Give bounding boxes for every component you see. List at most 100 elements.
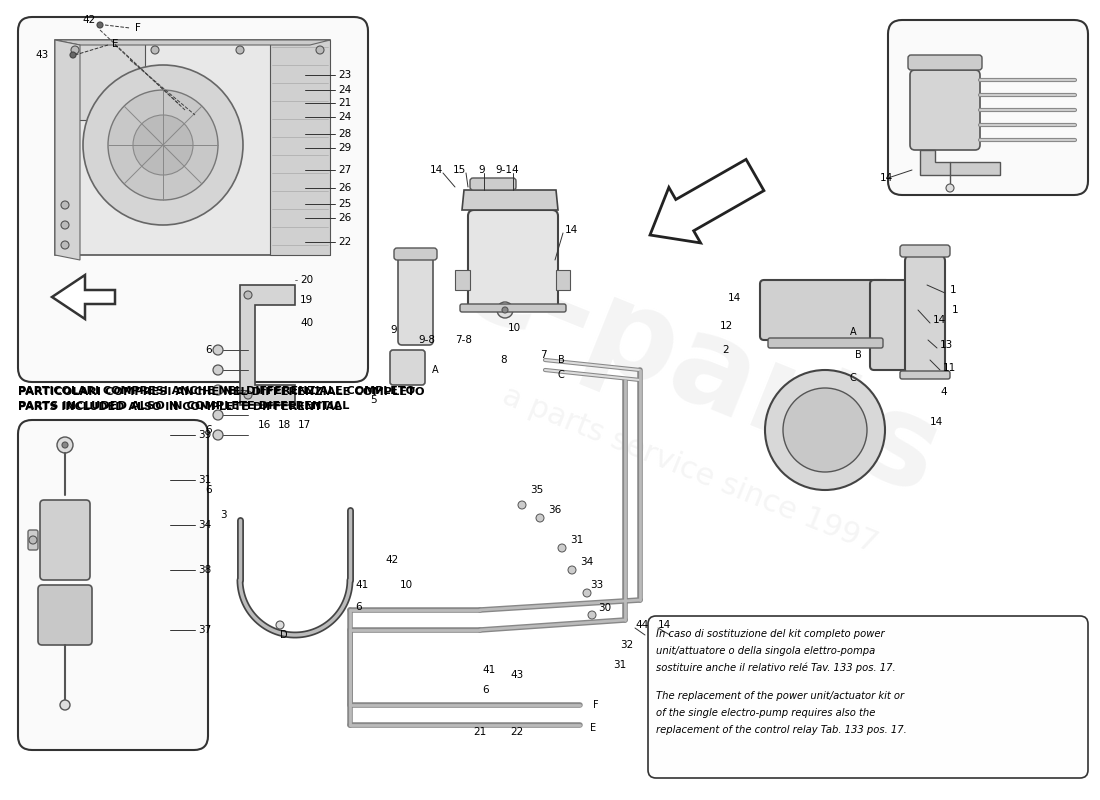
FancyBboxPatch shape: [648, 616, 1088, 778]
Text: 34: 34: [198, 520, 211, 530]
Circle shape: [72, 46, 79, 54]
FancyBboxPatch shape: [900, 371, 950, 379]
Circle shape: [764, 370, 886, 490]
Text: A: A: [432, 365, 439, 375]
Text: 10: 10: [508, 323, 521, 333]
Text: B: B: [855, 350, 861, 360]
Text: 15: 15: [453, 165, 466, 175]
Circle shape: [133, 115, 192, 175]
Polygon shape: [455, 270, 470, 290]
Polygon shape: [55, 40, 145, 120]
Text: 16: 16: [258, 420, 272, 430]
Circle shape: [60, 241, 69, 249]
Text: 4: 4: [940, 387, 947, 397]
Text: 17: 17: [298, 420, 311, 430]
Text: 41: 41: [482, 665, 495, 675]
Text: 14: 14: [565, 225, 579, 235]
Text: 30: 30: [598, 603, 612, 613]
Circle shape: [213, 385, 223, 395]
Text: 42: 42: [385, 555, 398, 565]
Text: 29: 29: [338, 143, 351, 153]
Circle shape: [518, 501, 526, 509]
Text: 26: 26: [338, 213, 351, 223]
Text: 22: 22: [338, 237, 351, 247]
Circle shape: [62, 442, 68, 448]
Text: 37: 37: [198, 625, 211, 635]
Text: 31: 31: [198, 475, 211, 485]
FancyBboxPatch shape: [394, 248, 437, 260]
Polygon shape: [55, 40, 330, 45]
Text: 6: 6: [205, 345, 211, 355]
Text: 20: 20: [300, 275, 313, 285]
Text: 35: 35: [530, 485, 543, 495]
Text: of the single electro-pump requires also the: of the single electro-pump requires also…: [656, 708, 876, 718]
Text: C: C: [558, 370, 564, 380]
Polygon shape: [270, 40, 330, 255]
Text: 9-8: 9-8: [418, 335, 434, 345]
Circle shape: [276, 621, 284, 629]
Text: E: E: [590, 723, 596, 733]
Text: A: A: [850, 327, 857, 337]
Text: 34: 34: [580, 557, 593, 567]
Polygon shape: [556, 270, 570, 290]
Polygon shape: [462, 190, 558, 210]
Polygon shape: [55, 40, 330, 255]
Text: 31: 31: [570, 535, 583, 545]
FancyBboxPatch shape: [390, 350, 425, 385]
Circle shape: [213, 365, 223, 375]
Text: 1: 1: [952, 305, 958, 315]
Text: 7: 7: [540, 350, 547, 360]
Circle shape: [502, 307, 508, 313]
Text: 31: 31: [613, 660, 626, 670]
Text: 6: 6: [355, 602, 362, 612]
FancyBboxPatch shape: [470, 178, 516, 190]
Text: 38: 38: [198, 565, 211, 575]
Text: 14: 14: [728, 293, 741, 303]
FancyBboxPatch shape: [398, 255, 433, 345]
Text: 33: 33: [590, 580, 603, 590]
Circle shape: [536, 514, 544, 522]
Text: The replacement of the power unit/actuator kit or: The replacement of the power unit/actuat…: [656, 691, 904, 701]
Circle shape: [568, 566, 576, 574]
Polygon shape: [920, 150, 1000, 175]
Text: 24: 24: [338, 112, 351, 122]
Circle shape: [244, 391, 252, 399]
Text: In caso di sostituzione del kit completo power: In caso di sostituzione del kit completo…: [656, 629, 884, 639]
Text: sostituire anche il relativo relé Tav. 133 pos. 17.: sostituire anche il relativo relé Tav. 1…: [656, 662, 895, 674]
Circle shape: [316, 46, 324, 54]
Circle shape: [29, 536, 37, 544]
Text: 9: 9: [478, 165, 485, 175]
Text: 14: 14: [430, 165, 443, 175]
Text: unit/attuatore o della singola elettro-pompa: unit/attuatore o della singola elettro-p…: [656, 646, 876, 656]
Text: E: E: [112, 39, 119, 49]
Polygon shape: [650, 159, 763, 243]
Text: a parts service since 1997: a parts service since 1997: [498, 381, 882, 559]
Text: 19: 19: [300, 295, 313, 305]
Polygon shape: [55, 40, 80, 260]
Circle shape: [588, 611, 596, 619]
Text: 43: 43: [510, 670, 524, 680]
Text: 14: 14: [880, 173, 893, 183]
Text: C: C: [850, 373, 857, 383]
FancyBboxPatch shape: [18, 17, 369, 382]
Text: D: D: [280, 630, 287, 640]
Text: 6: 6: [205, 425, 211, 435]
Text: 2: 2: [722, 345, 728, 355]
Circle shape: [946, 184, 954, 192]
Text: F: F: [135, 23, 141, 33]
FancyBboxPatch shape: [460, 304, 566, 312]
FancyBboxPatch shape: [768, 338, 883, 348]
Circle shape: [213, 430, 223, 440]
Polygon shape: [52, 275, 116, 319]
Circle shape: [97, 22, 103, 28]
Circle shape: [244, 291, 252, 299]
Text: 23: 23: [338, 70, 351, 80]
Text: 26: 26: [338, 183, 351, 193]
Circle shape: [497, 302, 513, 318]
Text: 44: 44: [635, 620, 648, 630]
Text: 14: 14: [930, 417, 944, 427]
Text: 9-14: 9-14: [495, 165, 518, 175]
Text: 11: 11: [943, 363, 956, 373]
Text: e-parts: e-parts: [442, 219, 957, 521]
FancyBboxPatch shape: [900, 245, 950, 257]
